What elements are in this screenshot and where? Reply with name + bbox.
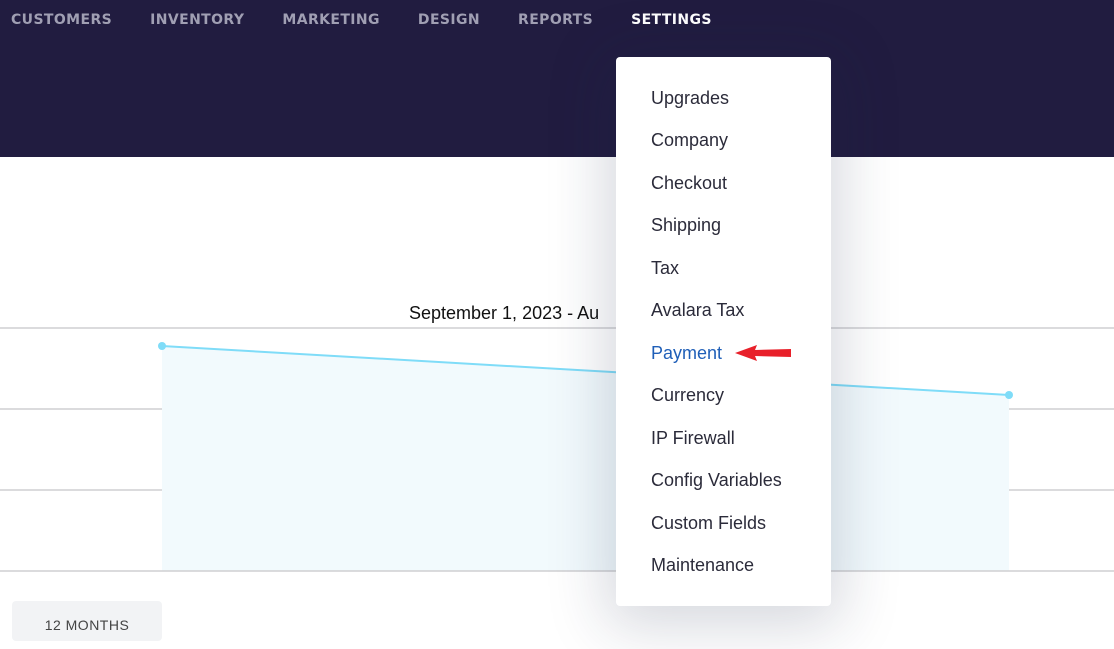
- menu-item-maintenance[interactable]: Maintenance: [651, 555, 755, 575]
- nav-reports[interactable]: REPORTS: [518, 12, 594, 28]
- nav-customers[interactable]: CUSTOMERS: [11, 12, 113, 28]
- menu-item-avalara-tax[interactable]: Avalara Tax: [651, 300, 745, 320]
- chart-data-point[interactable]: [1005, 391, 1013, 399]
- menu-item-ip-firewall[interactable]: IP Firewall: [651, 428, 735, 448]
- nav-design[interactable]: DESIGN: [417, 12, 481, 28]
- menu-item-tax[interactable]: Tax: [651, 258, 680, 278]
- nav-settings[interactable]: SETTINGS: [631, 12, 712, 28]
- main-nav: CUSTOMERS INVENTORY MARKETING DESIGN REP…: [11, 12, 750, 28]
- top-navigation-bar: CUSTOMERS INVENTORY MARKETING DESIGN REP…: [0, 0, 1114, 157]
- menu-item-payment[interactable]: Payment: [651, 343, 723, 363]
- chart-date-range: September 1, 2023 - Au: [409, 303, 600, 323]
- menu-item-custom-fields[interactable]: Custom Fields: [651, 513, 767, 533]
- chart-data-point[interactable]: [158, 342, 166, 350]
- nav-inventory[interactable]: INVENTORY: [150, 12, 245, 28]
- menu-item-config-variables[interactable]: Config Variables: [651, 470, 782, 490]
- settings-dropdown-menu: Upgrades Company Checkout Shipping Tax A…: [616, 57, 831, 606]
- chart-series-line: [161, 345, 1010, 396]
- nav-marketing[interactable]: MARKETING: [282, 12, 380, 28]
- chart-area-fill: [162, 346, 1009, 571]
- menu-item-company[interactable]: Company: [651, 130, 729, 150]
- menu-item-currency[interactable]: Currency: [651, 385, 725, 405]
- red-arrow-left-icon: [735, 345, 791, 361]
- menu-item-upgrades[interactable]: Upgrades: [651, 88, 730, 108]
- menu-item-checkout[interactable]: Checkout: [651, 173, 728, 193]
- menu-item-shipping[interactable]: Shipping: [651, 215, 722, 235]
- 12-months-button[interactable]: 12 MONTHS: [12, 601, 162, 641]
